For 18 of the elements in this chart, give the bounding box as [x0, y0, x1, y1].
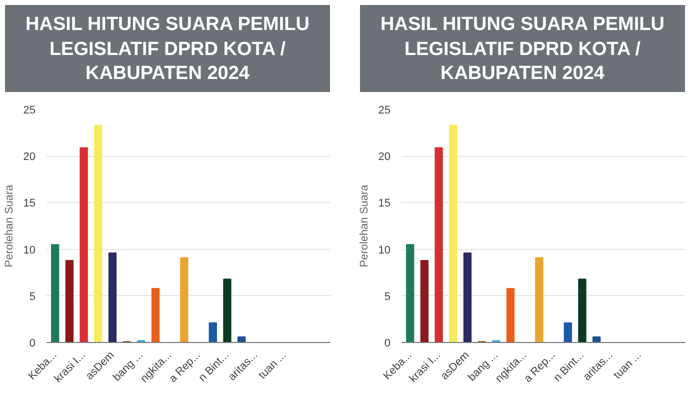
x-tick-label: tuan ...	[612, 349, 644, 382]
y-tick-label: 5	[384, 290, 391, 303]
y-tick-label: 10	[23, 244, 36, 256]
y-tick-label: 5	[29, 290, 36, 303]
chart-title: HASIL HITUNG SUARA PEMILU LEGISLATIF DPRD KOTA / KABUPATEN 2024	[24, 13, 310, 86]
y-tick-label: 25	[378, 104, 391, 116]
y-tick-label: 15	[378, 198, 391, 210]
y-tick-label: 20	[23, 151, 36, 164]
y-tick-label: 0	[384, 338, 391, 350]
y-tick-label: 25	[23, 104, 36, 116]
y-tick-label: 0	[29, 338, 36, 350]
x-tick-label: tuan ...	[256, 349, 289, 382]
y-tick-label: 20	[378, 151, 391, 164]
y-axis-title: Perolehan Suara	[3, 184, 16, 268]
chart-title: HASIL HITUNG SUARA PEMILU LEGISLATIF DPRD KOTA / KABUPATEN 2024	[380, 13, 666, 86]
y-axis-title: Perolehan Suara	[358, 184, 370, 268]
y-tick-label: 10	[378, 244, 391, 256]
y-tick-label: 15	[23, 198, 36, 210]
